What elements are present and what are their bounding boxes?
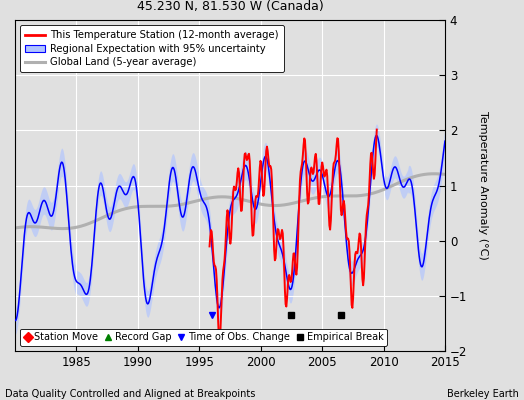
Legend: Station Move, Record Gap, Time of Obs. Change, Empirical Break: Station Move, Record Gap, Time of Obs. C… [20,328,387,346]
Text: Data Quality Controlled and Aligned at Breakpoints: Data Quality Controlled and Aligned at B… [5,389,256,399]
Text: Berkeley Earth: Berkeley Earth [447,389,519,399]
Text: 45.230 N, 81.530 W (Canada): 45.230 N, 81.530 W (Canada) [137,0,323,13]
Y-axis label: Temperature Anomaly (°C): Temperature Anomaly (°C) [478,111,488,260]
